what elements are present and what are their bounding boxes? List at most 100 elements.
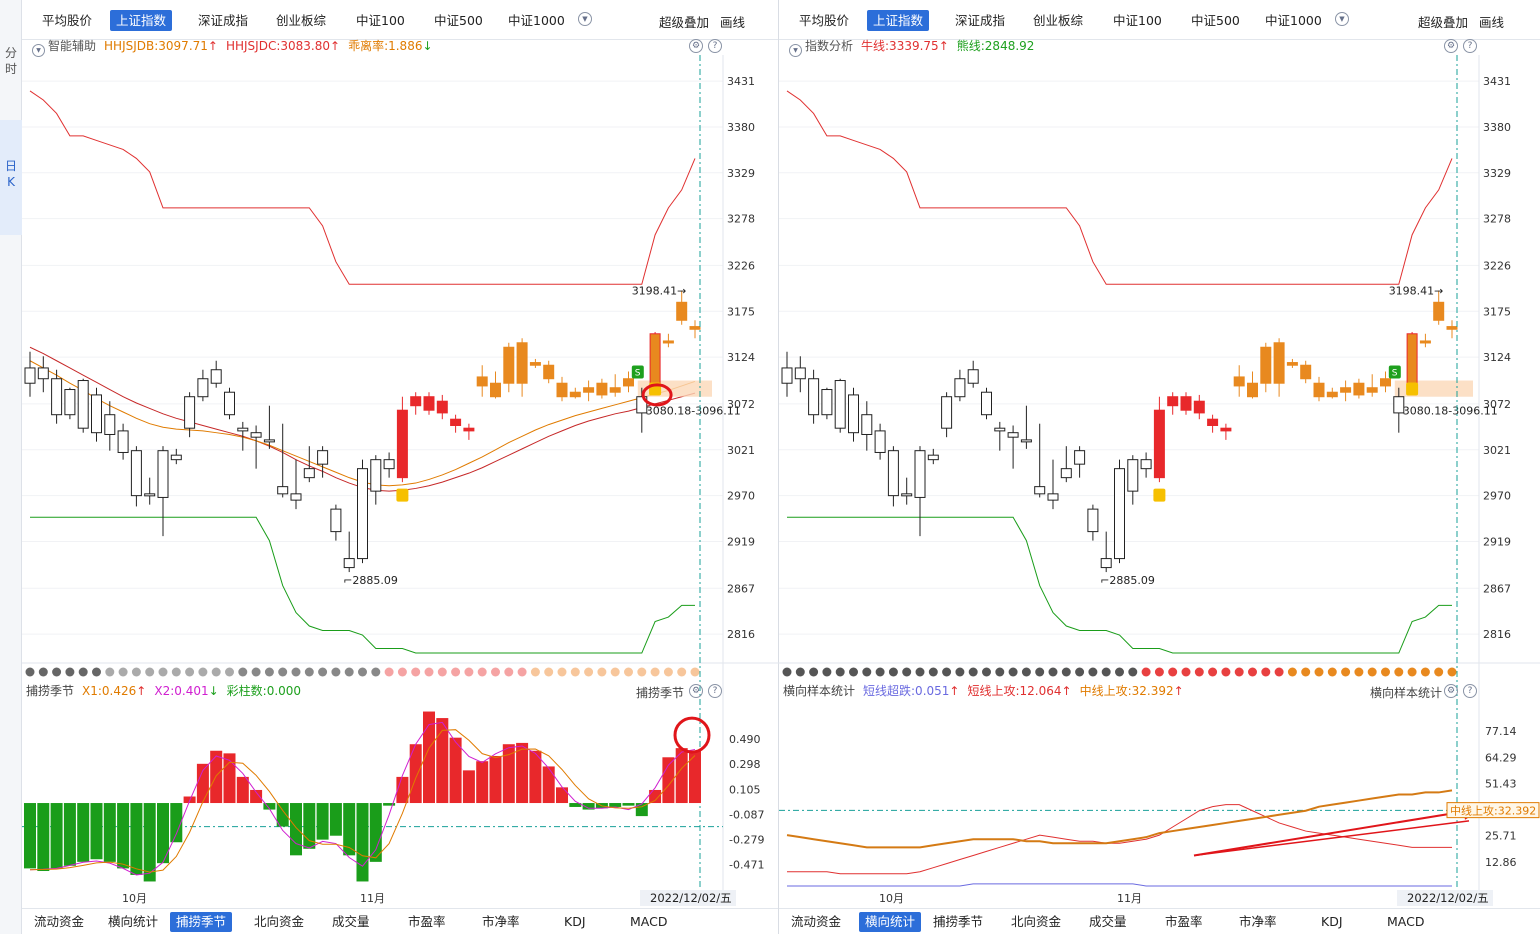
tabs-dropdown-icon[interactable]: ▼ xyxy=(578,12,592,26)
signal-dot xyxy=(1407,667,1417,677)
bottom-tab-2[interactable]: 捕捞季节 xyxy=(933,914,984,929)
histogram-bar xyxy=(223,753,236,804)
super-overlay-button[interactable]: 超级叠加 xyxy=(659,15,710,30)
y-tick-label: 3175 xyxy=(727,305,755,318)
help-icon[interactable]: ? xyxy=(708,684,722,698)
x-label: 11月 xyxy=(1117,892,1142,905)
signal-dot xyxy=(344,667,354,677)
bottom-tab-8[interactable]: MACD xyxy=(630,914,668,929)
help-icon[interactable]: ? xyxy=(1463,684,1477,698)
settings-icon[interactable]: ⚙ xyxy=(1444,39,1458,53)
minute-tab[interactable]: 分时 xyxy=(4,46,17,76)
settings-icon[interactable]: ⚙ xyxy=(689,39,703,53)
settings-icon[interactable]: ⚙ xyxy=(1444,684,1458,698)
index-tab-0[interactable]: 平均股价 xyxy=(42,13,93,28)
sub-y-tick: -0.279 xyxy=(729,834,764,847)
index-tab-4[interactable]: 中证100 xyxy=(356,13,405,28)
histogram-bar xyxy=(649,789,662,804)
signal-dot xyxy=(968,667,978,677)
help-icon[interactable]: ? xyxy=(708,39,722,53)
bottom-tab-7[interactable]: KDJ xyxy=(1321,914,1343,929)
candle-body xyxy=(662,340,674,344)
index-tab-2[interactable]: 深证成指 xyxy=(198,13,249,28)
candle-body xyxy=(250,432,262,438)
draw-line-button[interactable]: 画线 xyxy=(1479,15,1505,30)
candle-body xyxy=(317,450,329,465)
signal-dot xyxy=(888,667,898,677)
bottom-tab-6[interactable]: 市净率 xyxy=(482,914,520,929)
candle-body xyxy=(941,396,953,429)
y-tick-label: 3072 xyxy=(1483,398,1511,411)
signal-dot xyxy=(1008,667,1018,677)
candle-body xyxy=(64,389,76,416)
index-tab-3[interactable]: 创业板综 xyxy=(1033,13,1084,28)
help-icon[interactable]: ? xyxy=(1463,39,1477,53)
histogram-bar xyxy=(329,803,342,836)
candle-body xyxy=(1406,333,1418,384)
index-tab-1[interactable]: 上证指数 xyxy=(110,10,173,31)
candle-body xyxy=(583,387,595,393)
low-label: ⌐2885.09 xyxy=(343,574,398,587)
bottom-tab-3[interactable]: 北向资金 xyxy=(1011,914,1062,929)
signal-dot xyxy=(1048,667,1058,677)
bottom-tab-0[interactable]: 流动资金 xyxy=(34,914,85,929)
index-tab-4[interactable]: 中证100 xyxy=(1113,13,1162,28)
bottom-tab-4[interactable]: 成交量 xyxy=(332,914,370,929)
index-tab-5[interactable]: 中证500 xyxy=(434,13,483,28)
short-attack-line xyxy=(787,804,1452,875)
index-tab-6[interactable]: 中证1000 xyxy=(1265,13,1322,28)
bottom-tab-5[interactable]: 市盈率 xyxy=(1165,914,1203,929)
bottom-tab-3[interactable]: 北向资金 xyxy=(254,914,305,929)
signal-dot xyxy=(238,667,248,677)
bottom-tab-6[interactable]: 市净率 xyxy=(1239,914,1277,929)
candle-body xyxy=(197,378,209,398)
y-tick-label: 3124 xyxy=(727,351,755,364)
histogram-bar xyxy=(502,744,515,804)
bottom-tab-1[interactable]: 横向统计 xyxy=(859,912,922,932)
index-tab-2[interactable]: 深证成指 xyxy=(955,13,1006,28)
signal-dot xyxy=(1128,667,1138,677)
signal-dot xyxy=(1341,667,1351,677)
bull-line xyxy=(786,90,1453,285)
index-tab-5[interactable]: 中证500 xyxy=(1191,13,1240,28)
x2-line xyxy=(29,721,696,876)
bottom-tab-7[interactable]: KDJ xyxy=(564,914,586,929)
sell-signal-icon xyxy=(1388,365,1401,379)
kline-chart[interactable]: 3431 3380 3329 3278 3226 3175 3124 3072 3021 2970… xyxy=(22,0,779,934)
draw-line-button[interactable]: 画线 xyxy=(720,15,746,30)
bottom-tab-1[interactable]: 横向统计 xyxy=(108,914,159,929)
signal-dot xyxy=(225,667,234,677)
histogram-bar xyxy=(582,803,595,810)
bottom-tab-2[interactable]: 捕捞季节 xyxy=(170,912,233,932)
bottom-tab-0[interactable]: 流动资金 xyxy=(791,914,842,929)
candle-body xyxy=(1060,468,1072,479)
bottom-tab-4[interactable]: 成交量 xyxy=(1089,914,1127,929)
index-tab-6[interactable]: 中证1000 xyxy=(508,13,565,28)
candle-body xyxy=(1114,468,1125,560)
histogram-bar xyxy=(290,803,302,856)
bottom-tab-5[interactable]: 市盈率 xyxy=(408,914,446,929)
candle-body xyxy=(848,394,859,434)
candle-body xyxy=(609,387,621,393)
histogram-bar xyxy=(50,803,63,869)
indicator-dropdown-icon[interactable]: ▼ xyxy=(789,44,802,57)
bottom-tab-8[interactable]: MACD xyxy=(1387,914,1425,929)
right-chart-panel: 平均股价 上证指数 深证成指 创业板综 中证100 中证500 中证1000 ▼ 超级叠加 画线 ▼… xyxy=(779,0,1540,934)
y-tick-label: 3329 xyxy=(1483,167,1511,180)
signal-dot xyxy=(1168,667,1178,677)
tabs-dropdown-icon[interactable]: ▼ xyxy=(1335,12,1349,26)
candle-body xyxy=(1100,558,1112,569)
super-overlay-button[interactable]: 超级叠加 xyxy=(1418,15,1469,30)
settings-icon[interactable]: ⚙ xyxy=(689,684,703,698)
date-label: 2022/12/02/五 xyxy=(650,891,732,905)
kline-chart[interactable]: 3431 3380 3329 3278 3226 3175 3124 3072 3021 2970… xyxy=(779,0,1540,934)
signal-dot xyxy=(38,667,48,677)
mid-attack-line xyxy=(786,789,1453,849)
index-tab-1[interactable]: 上证指数 xyxy=(867,10,930,31)
price-range-box xyxy=(1394,380,1473,397)
signal-dot xyxy=(610,667,620,677)
index-tab-0[interactable]: 平均股价 xyxy=(799,13,850,28)
index-tab-3[interactable]: 创业板综 xyxy=(276,13,327,28)
indicator-dropdown-icon[interactable]: ▼ xyxy=(32,44,45,57)
